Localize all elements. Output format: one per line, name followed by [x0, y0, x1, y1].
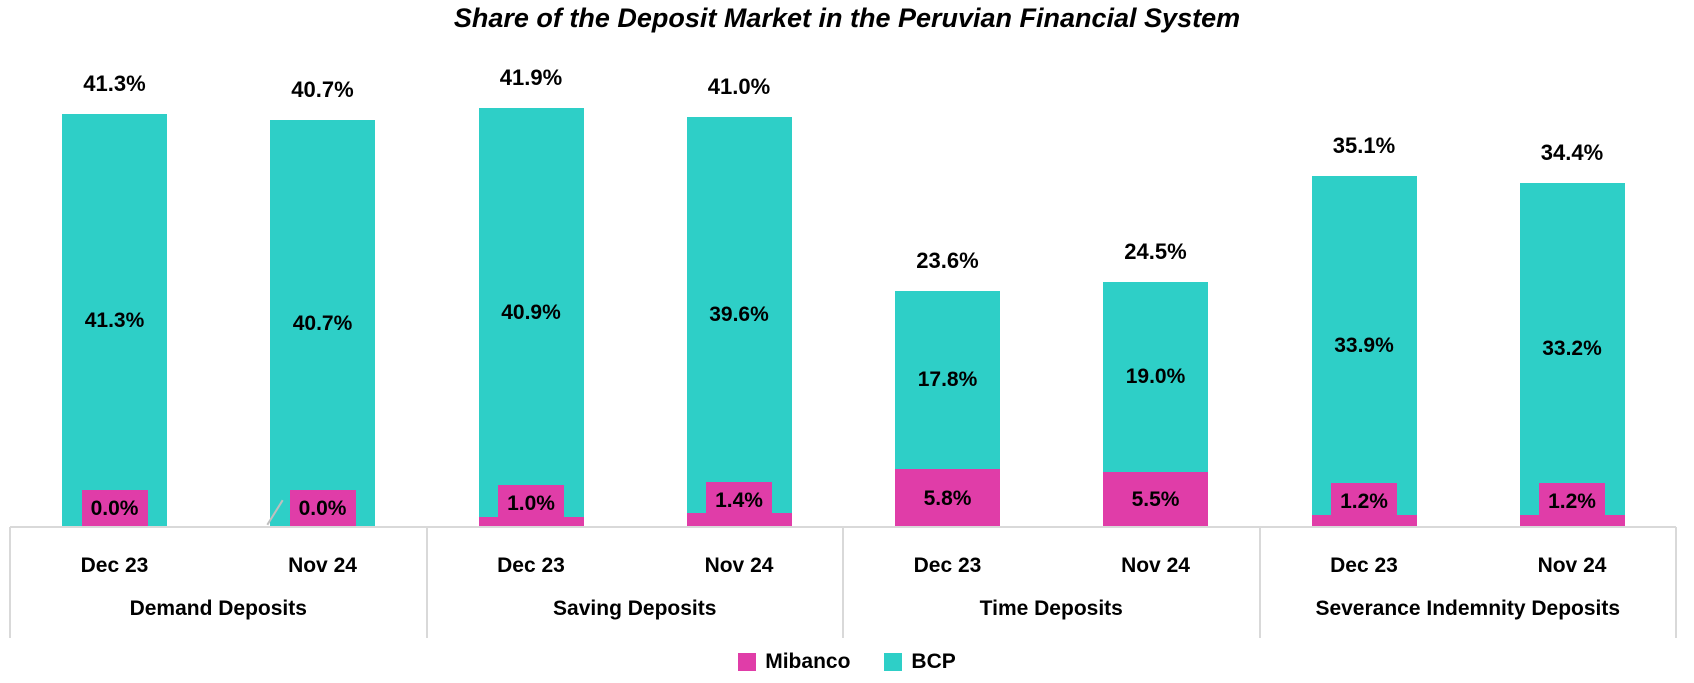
bcp-segment	[270, 120, 375, 527]
bcp-segment	[1519, 183, 1625, 515]
total-value-label: 41.3%	[83, 71, 146, 96]
bcp-value-label: 33.2%	[1542, 337, 1602, 360]
bcp-value-label: 40.9%	[501, 300, 561, 324]
bcp-segment	[686, 117, 792, 513]
mibanco-value-label: 0.0%	[81, 490, 148, 527]
category-label: Severance Indemnity Deposits	[1315, 597, 1621, 620]
period-label: Dec 23	[913, 554, 982, 577]
period-label: Nov 24	[1121, 554, 1190, 577]
legend-item-bcp: BCP	[884, 650, 956, 673]
total-value-label: 41.9%	[499, 65, 563, 90]
bcp-segment	[62, 114, 167, 527]
mibanco-value-label: 5.5%	[1122, 481, 1189, 518]
bcp-value-label: 17.8%	[917, 368, 978, 391]
legend: Mibanco BCP	[0, 651, 1694, 672]
total-value-label: 34.4%	[1540, 140, 1604, 165]
legend-label: Mibanco	[765, 650, 851, 673]
legend-label: BCP	[911, 650, 956, 673]
legend-item-mibanco: Mibanco	[738, 651, 850, 672]
bcp-segment	[895, 291, 1000, 469]
axis-group-divider	[1258, 527, 1261, 638]
mibanco-value-label: 1.0%	[498, 484, 564, 522]
axis-group-divider	[1675, 527, 1677, 638]
axis-group-divider	[9, 527, 11, 638]
bcp-value-label: 41.3%	[84, 308, 145, 332]
legend-swatch-bcp	[884, 652, 903, 671]
bcp-segment	[1311, 176, 1417, 515]
total-value-label: 40.7%	[291, 77, 354, 102]
period-label: Dec 23	[1330, 554, 1398, 577]
mibanco-segment	[478, 517, 584, 527]
mibanco-value-label: 1.2%	[1331, 483, 1397, 521]
total-value-label: 23.6%	[916, 248, 979, 273]
total-value-label: 24.5%	[1124, 239, 1187, 264]
bcp-value-label: 19.0%	[1125, 365, 1186, 388]
total-value-label: 41.0%	[707, 74, 771, 99]
axis-group-divider	[425, 527, 428, 638]
bcp-value-label: 39.6%	[709, 303, 769, 326]
category-label: Time Deposits	[979, 597, 1123, 620]
axis-group-divider	[842, 527, 844, 638]
mibanco-value-label: 1.4%	[706, 482, 772, 520]
period-label: Dec 23	[497, 554, 565, 577]
mibanco-value-label: 0.0%	[289, 490, 356, 527]
total-value-label: 35.1%	[1332, 133, 1396, 158]
bcp-value-label: 40.7%	[292, 311, 353, 335]
period-label: Nov 24	[1537, 554, 1607, 577]
bcp-segment	[1103, 282, 1208, 472]
mibanco-value-label: 1.2%	[1539, 483, 1605, 521]
period-label: Nov 24	[704, 554, 774, 577]
period-label: Dec 23	[80, 554, 149, 577]
legend-swatch-mibanco	[738, 652, 757, 671]
category-label: Saving Deposits	[553, 597, 717, 620]
period-label: Nov 24	[288, 554, 357, 577]
bcp-segment	[478, 108, 584, 517]
bcp-value-label: 33.9%	[1334, 333, 1394, 357]
category-label: Demand Deposits	[129, 597, 307, 620]
mibanco-value-label: 5.8%	[914, 479, 981, 517]
chart-title: Share of the Deposit Market in the Peruv…	[453, 3, 1241, 33]
